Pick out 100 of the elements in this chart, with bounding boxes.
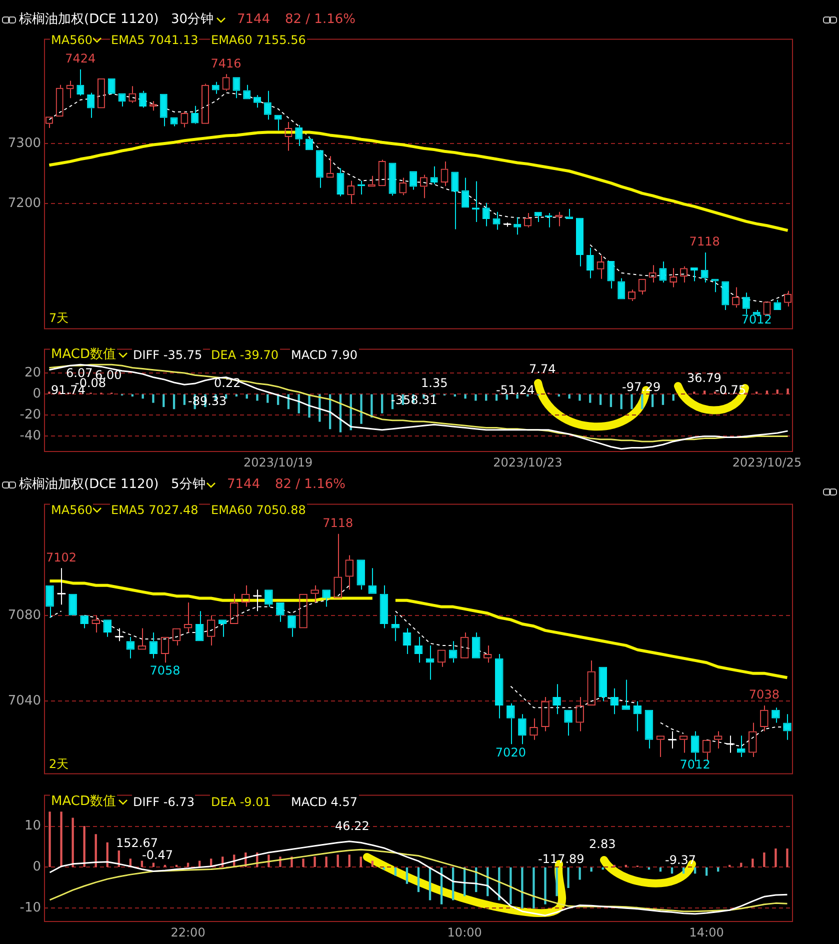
annotation: 152.67 [115,835,159,850]
candlestick [722,281,730,311]
candlestick [618,278,626,300]
annotation: 7424 [65,51,96,66]
candlestick [659,261,667,283]
candlestick [87,92,95,118]
annotation: 7038 [748,688,780,702]
annotation: 36.79 [686,370,722,385]
y-tick-label: 0 [32,860,41,875]
x-tick-label: 10:00 [447,925,482,940]
annotation: 7012 [741,312,772,326]
annotation: 1.35 [420,375,449,391]
bar [348,854,350,868]
y-tick-label: 20 [24,365,41,380]
chart-subtitle: 5分钟 [170,477,206,493]
candlestick [264,90,272,120]
candlestick [690,268,698,282]
candlestick [391,614,400,642]
annotation: EMA60 7155.56 [210,32,307,48]
candlestick [644,710,654,749]
candlestick [264,590,273,608]
y-tick-label: 7300 [8,136,41,151]
annotation: DEA -9.01 [210,794,272,810]
annotation: 46.22 [334,818,370,834]
candlestick [472,632,480,658]
annotation: MACD 4.57 [290,794,359,810]
y-tick-label: 7200 [8,196,41,211]
candlestick [274,114,282,131]
bar [48,812,51,868]
candlestick [462,177,470,208]
candlestick [356,560,366,590]
bar [532,867,535,908]
bar [510,867,512,904]
annotation: 2.83 [588,836,617,852]
candlestick [410,171,418,190]
y-tick-label: 0 [32,386,41,402]
candlestick [566,208,574,220]
bar [578,867,581,880]
bar [774,848,777,868]
x-tick-label: 2023/10/25 [732,455,802,470]
candlestick [514,216,522,236]
bar [371,860,374,868]
bar [360,856,362,868]
annotation: EMA60 7050.88 [210,502,307,518]
y-tick-label: 7040 [8,694,41,709]
candlestick [212,81,220,94]
annotation: EMA5 7027.48 [110,502,200,518]
annotation: -97.29 [621,379,662,395]
y-tick-label: -40 [20,428,41,444]
bar [544,867,546,904]
x-tick-label: 14:00 [689,925,724,940]
annotation: 7058 [150,664,180,678]
chart-subtitle: 30分钟 [170,12,215,28]
bar [752,858,754,868]
bar [567,867,570,888]
annotation: -0.47 [141,848,174,863]
candlestick [451,172,459,230]
annotation: -117.89 [537,851,586,867]
candlestick [46,585,54,618]
candlestick [586,247,594,279]
candlestick [492,211,500,230]
candlestick [316,150,324,188]
annotation: 7118 [322,516,354,530]
bar [763,852,766,868]
bar [314,856,316,868]
annotation: MACD 7.90 [290,347,359,363]
candlestick [160,94,168,127]
annotation: 7.74 [528,361,557,377]
candlestick [195,610,204,642]
chart-title: 棕榈油加权(DCE 1120) [18,477,160,493]
y-tick-label: 7080 [8,608,41,623]
bar [336,854,339,868]
annotation: 7416 [210,56,242,70]
candlestick [322,590,330,608]
y-tick-label: 10 [24,818,41,834]
annotation: MA560 [50,502,94,518]
y-tick-label: -20 [20,408,41,423]
chart-title: MACD数值 [50,347,117,363]
candlestick [518,714,526,745]
annotation: 7天 [48,310,70,326]
candlestick [622,679,630,710]
annotation: 7102 [46,550,77,564]
candlestick [232,77,240,99]
annotation: 7012 [680,757,710,772]
text: 7144 [236,12,272,28]
annotation: -9.37 [664,852,698,868]
x-tick-label: 22:00 [170,925,206,940]
text: 7144 [226,477,262,493]
text: 82 / 1.16% [284,12,356,28]
y-tick-label: -10 [20,900,41,916]
bar [786,848,788,868]
candlestick [118,93,126,107]
annotation: DEA -39.70 [210,347,280,363]
bar [60,812,62,868]
candlestick [607,260,615,289]
annotation: MA560 [50,32,94,48]
bar [521,867,524,908]
candlestick [534,212,542,223]
bar [556,867,558,896]
candlestick [243,84,251,100]
